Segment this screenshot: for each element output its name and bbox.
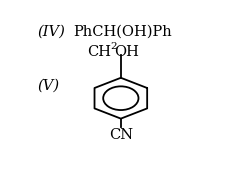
Text: OH: OH [114,45,139,59]
Text: 2: 2 [110,42,116,51]
Text: (IV): (IV) [37,24,65,38]
Text: CN: CN [108,128,132,142]
Text: (V): (V) [37,78,59,93]
Text: CH: CH [87,45,111,59]
Text: PhCH(OH)Ph: PhCH(OH)Ph [73,24,171,38]
